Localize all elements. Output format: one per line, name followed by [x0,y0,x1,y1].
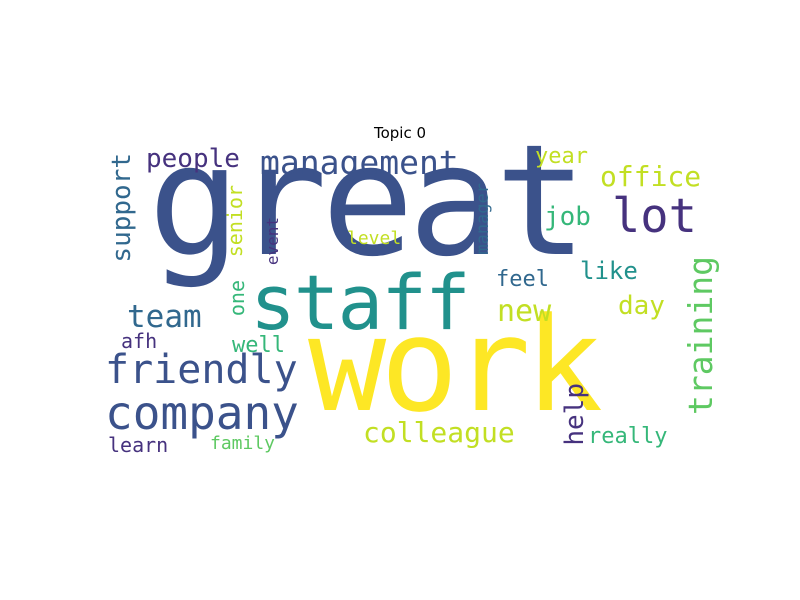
word-great: great [148,145,588,291]
word-new: new [497,294,552,329]
word-event: event [263,217,282,266]
word-senior: senior [223,185,247,258]
word-support: support [107,153,137,263]
word-really: really [588,424,668,449]
word-work: work [308,289,603,441]
word-year: year [535,145,588,169]
topic-title: Topic 0 [373,124,427,142]
word-office: office [600,160,702,193]
word-company: company [105,386,299,440]
word-day: day [618,291,665,321]
word-help: help [560,383,590,446]
word-staff: staff [250,258,471,347]
word-level: level [347,228,402,249]
word-afh: afh [121,329,158,353]
word-learn: learn [108,433,169,455]
word-lot: lot [612,189,697,244]
word-team: team [127,299,202,335]
word-friendly: friendly [105,347,298,393]
word-colleague: colleague [363,416,515,449]
word-job: job [544,202,591,232]
word-like: like [580,257,638,285]
word-management: management [260,145,459,182]
word-one: one [225,280,249,317]
word-feel: feel [496,267,549,292]
word-training: training [681,256,720,415]
word-family: family [210,433,276,454]
word-people: people [146,145,240,174]
word-well: well [232,333,285,358]
word-manager: manager [473,183,493,255]
word-cloud: great work staff company friendly manage… [100,145,720,455]
